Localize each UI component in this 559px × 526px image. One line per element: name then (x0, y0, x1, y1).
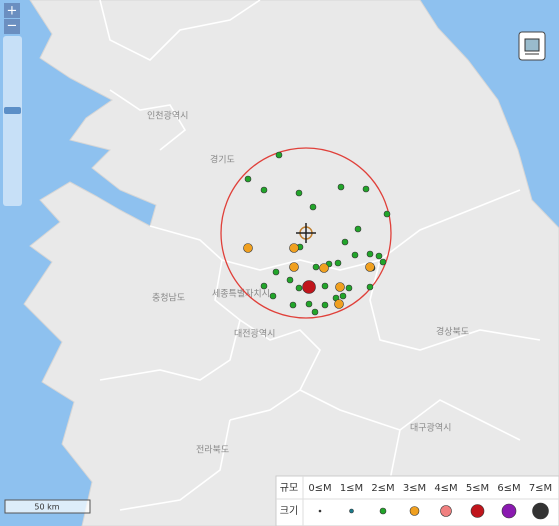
legend-symbol (501, 503, 517, 519)
boundaries (99, 0, 541, 526)
legend-symbol (379, 507, 387, 515)
island-sea (20, 140, 60, 175)
legend-class: 2≤M (371, 483, 394, 494)
zoom-out-label: − (7, 19, 18, 34)
region-label: 충청남도 (152, 293, 185, 304)
impact-circle (220, 147, 392, 319)
layer-button[interactable] (518, 31, 546, 61)
region-label: 세종특별자치시 (212, 288, 270, 300)
legend-class: 4≤M (434, 483, 457, 494)
scale-label: 50 km (34, 503, 59, 512)
region-label: 대구광역시 (410, 422, 451, 434)
epicenter-marker (296, 223, 316, 243)
region-label: 경상북도 (436, 326, 469, 338)
quake-markers (243, 151, 391, 316)
zoom-in-label: + (7, 4, 18, 19)
legend-symbol (318, 509, 322, 513)
legend-symbol (440, 505, 452, 517)
legend-class: 7≤M (529, 483, 552, 494)
legend-class: 1≤M (340, 483, 363, 494)
region-label: 경기도 (210, 154, 235, 166)
region-label: 전라북도 (196, 445, 229, 456)
zoom-control: + − (3, 3, 22, 206)
zoom-handle[interactable] (4, 107, 21, 114)
legend-symbol (532, 502, 549, 520)
legend-class: 0≤M (308, 483, 331, 494)
scale-bar: 50 km (4, 499, 91, 514)
region-label: 인천광역시 (147, 110, 188, 122)
legend: 규모 크기 0≤M 1≤M 2≤M 3≤M 4≤M 5≤M 6≤M 7≤M (275, 475, 559, 526)
legend-class: 6≤M (497, 483, 520, 494)
zoom-in-button[interactable] (4, 3, 20, 18)
zoom-slider[interactable] (3, 36, 22, 206)
legend-header: 규모 (280, 483, 298, 494)
legend-class: 5≤M (466, 483, 489, 494)
region-label: 대전광역시 (234, 328, 275, 340)
zoom-out-button[interactable] (4, 19, 20, 34)
legend-symbol (409, 506, 420, 516)
legend-header: 크기 (280, 505, 298, 517)
legend-class: 3≤M (403, 483, 426, 494)
legend-symbol (349, 508, 354, 514)
legend-symbol (470, 504, 485, 518)
